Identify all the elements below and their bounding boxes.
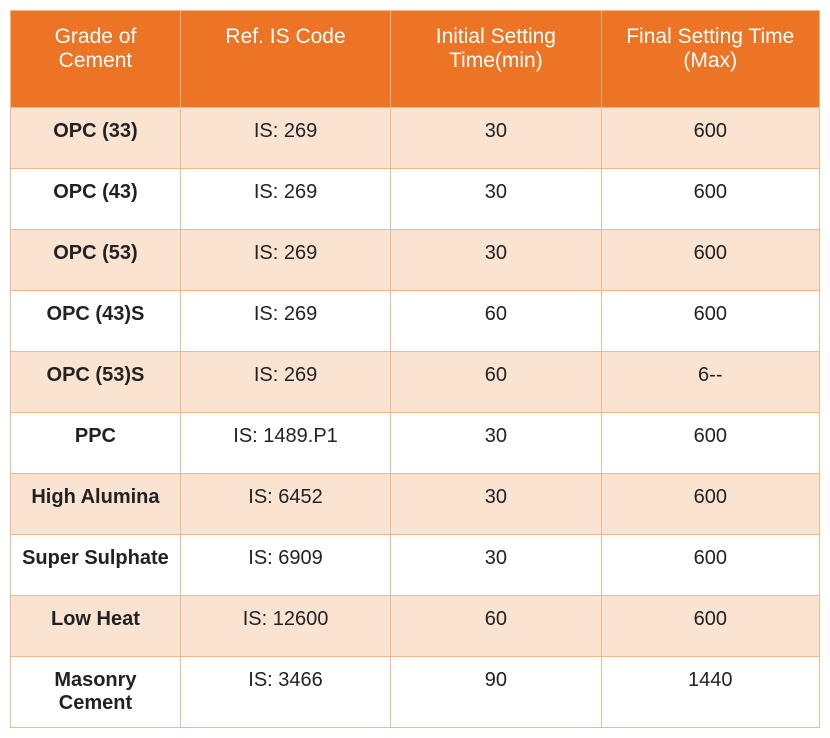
cell-final: 600 <box>601 169 819 230</box>
cell-final: 600 <box>601 535 819 596</box>
table-row: OPC (43)S IS: 269 60 600 <box>11 291 820 352</box>
cell-final: 600 <box>601 230 819 291</box>
table-header-row: Grade of Cement Ref. IS Code Initial Set… <box>11 11 820 108</box>
cell-ref: IS: 3466 <box>180 657 390 728</box>
cell-final: 600 <box>601 413 819 474</box>
cell-initial: 30 <box>391 169 601 230</box>
table-row: OPC (33) IS: 269 30 600 <box>11 108 820 169</box>
cell-initial: 90 <box>391 657 601 728</box>
cell-grade: OPC (33) <box>11 108 181 169</box>
cell-grade: OPC (43) <box>11 169 181 230</box>
cell-ref: IS: 269 <box>180 230 390 291</box>
cement-setting-time-table: Grade of Cement Ref. IS Code Initial Set… <box>10 10 820 728</box>
cell-ref: IS: 12600 <box>180 596 390 657</box>
cell-initial: 60 <box>391 291 601 352</box>
cell-ref: IS: 269 <box>180 352 390 413</box>
cell-initial: 30 <box>391 230 601 291</box>
cell-grade: Super Sulphate <box>11 535 181 596</box>
table-body: OPC (33) IS: 269 30 600 OPC (43) IS: 269… <box>11 108 820 728</box>
cell-grade: Masonry Cement <box>11 657 181 728</box>
cell-ref: IS: 269 <box>180 169 390 230</box>
cell-final: 600 <box>601 291 819 352</box>
cell-initial: 60 <box>391 596 601 657</box>
cell-initial: 30 <box>391 535 601 596</box>
cell-grade: OPC (53)S <box>11 352 181 413</box>
table-row: Masonry Cement IS: 3466 90 1440 <box>11 657 820 728</box>
cell-ref: IS: 1489.P1 <box>180 413 390 474</box>
cell-grade: OPC (53) <box>11 230 181 291</box>
col-header-ref: Ref. IS Code <box>180 11 390 108</box>
table-row: High Alumina IS: 6452 30 600 <box>11 474 820 535</box>
cell-ref: IS: 6909 <box>180 535 390 596</box>
cell-initial: 30 <box>391 413 601 474</box>
table-row: OPC (53) IS: 269 30 600 <box>11 230 820 291</box>
table-row: OPC (53)S IS: 269 60 6-- <box>11 352 820 413</box>
col-header-final: Final Setting Time (Max) <box>601 11 819 108</box>
table-row: Low Heat IS: 12600 60 600 <box>11 596 820 657</box>
cell-final: 6-- <box>601 352 819 413</box>
cell-initial: 60 <box>391 352 601 413</box>
cell-final: 600 <box>601 596 819 657</box>
cell-ref: IS: 269 <box>180 291 390 352</box>
cell-final: 600 <box>601 108 819 169</box>
cell-ref: IS: 6452 <box>180 474 390 535</box>
cell-grade: High Alumina <box>11 474 181 535</box>
cell-initial: 30 <box>391 108 601 169</box>
cell-grade: OPC (43)S <box>11 291 181 352</box>
col-header-grade: Grade of Cement <box>11 11 181 108</box>
cell-ref: IS: 269 <box>180 108 390 169</box>
table-row: PPC IS: 1489.P1 30 600 <box>11 413 820 474</box>
cell-grade: PPC <box>11 413 181 474</box>
cell-final: 1440 <box>601 657 819 728</box>
col-header-initial: Initial Setting Time(min) <box>391 11 601 108</box>
table-row: Super Sulphate IS: 6909 30 600 <box>11 535 820 596</box>
cell-final: 600 <box>601 474 819 535</box>
table-row: OPC (43) IS: 269 30 600 <box>11 169 820 230</box>
cell-initial: 30 <box>391 474 601 535</box>
cell-grade: Low Heat <box>11 596 181 657</box>
